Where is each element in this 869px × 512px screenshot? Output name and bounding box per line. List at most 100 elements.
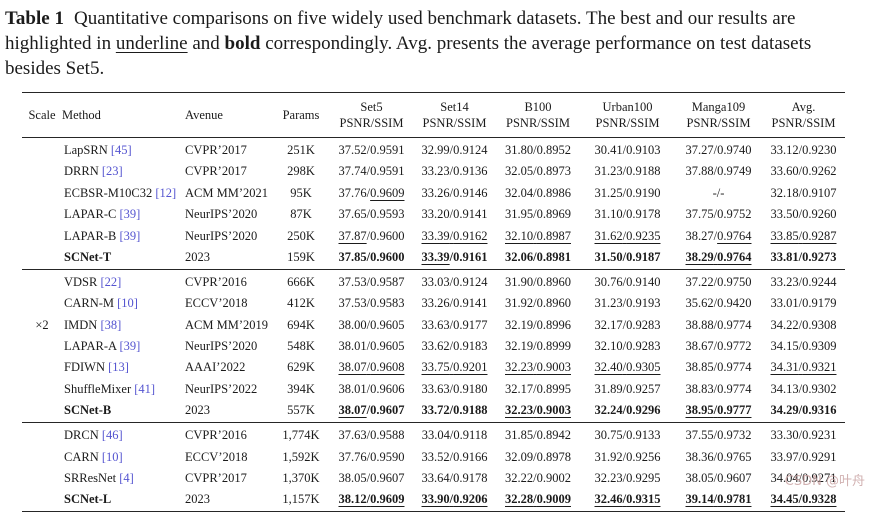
- citation-link[interactable]: [41]: [134, 381, 156, 396]
- citation-link[interactable]: [22]: [100, 274, 122, 289]
- method-cell: SCNet-L: [62, 489, 185, 512]
- scale-cell: [22, 247, 62, 270]
- params-cell: 1,774K: [282, 428, 320, 443]
- scale-cell: [22, 138, 62, 162]
- psnr-value: 31.62: [594, 228, 623, 243]
- psnr-ssim-cell: 33.23/0.9136: [421, 164, 488, 179]
- psnr-ssim-cell: 33.39/0.9162: [421, 228, 488, 243]
- psnr-value: 33.85: [770, 228, 799, 243]
- scale-cell: [22, 293, 62, 314]
- citation-link[interactable]: [39]: [119, 339, 141, 353]
- ssim-value: 0.9750: [717, 274, 752, 289]
- psnr-ssim-cell: 32.24/0.9296: [594, 403, 661, 418]
- psnr-ssim-cell: 32.99/0.9124: [421, 143, 488, 157]
- avenue-cell: NeurIPS’2022: [185, 381, 258, 396]
- table-row: LapSRN [45] CVPR’2017 251K 37.52/0.9591 32.9…: [22, 138, 845, 162]
- ssim-value: 0.9003: [536, 360, 571, 375]
- method-cell: CARN-M [10]: [62, 293, 185, 314]
- ssim-value: 0.8996: [536, 317, 571, 332]
- citation-link[interactable]: [38]: [100, 317, 122, 332]
- scale-cell: [22, 446, 62, 467]
- psnr-ssim-cell: 37.52/0.9591: [338, 143, 405, 157]
- params-cell: 666K: [287, 274, 315, 289]
- citation-link[interactable]: [45]: [110, 143, 132, 157]
- table-row: LAPAR-B [39] NeurIPS’2020 250K 37.87/0.9600…: [22, 225, 845, 246]
- scale-cell: [22, 423, 62, 447]
- avenue-cell: ACM MM’2021: [185, 185, 268, 200]
- psnr-ssim-cell: 33.62/0.9183: [421, 339, 488, 353]
- params-cell: 1,157K: [282, 492, 320, 507]
- params-cell: 250K: [287, 228, 315, 243]
- ssim-value: 0.9183: [453, 339, 488, 353]
- method-cell: LAPAR-B [39]: [62, 225, 185, 246]
- method-cell: LAPAR-C [39]: [62, 204, 185, 225]
- psnr-ssim-cell: 38.07/0.9608: [338, 360, 405, 375]
- ssim-value: 0.9608: [370, 360, 405, 375]
- table-row: LAPAR-A [39] NeurIPS’2020 548K 38.01/0.9605…: [22, 336, 845, 357]
- psnr-ssim-cell: 33.60/0.9262: [770, 164, 837, 179]
- table-row: SCNet-B 2023 557K 38.07/0.9607 33.72/0.9188 3…: [22, 400, 845, 423]
- avenue-cell: NeurIPS’2020: [185, 228, 258, 243]
- psnr-ssim-cell: 33.63/0.9180: [421, 381, 488, 396]
- citation-link[interactable]: [13]: [108, 360, 129, 375]
- psnr-ssim-cell: 33.03/0.9124: [421, 274, 488, 289]
- ssim-value: 0.9256: [626, 449, 661, 464]
- ssim-value: 0.8987: [536, 228, 571, 243]
- ssim-value: 0.9781: [717, 492, 752, 507]
- table-header: Scale Method Avenue Params Set5 PSNR/SSIM…: [22, 92, 845, 138]
- psnr-value: 33.75: [421, 360, 450, 375]
- psnr-ssim-cell: 32.19/0.8996: [505, 317, 571, 332]
- table-row: FDIWN [13] AAAI’2022 629K 38.07/0.9608 33.75…: [22, 357, 845, 378]
- psnr-value: 33.81: [770, 249, 799, 264]
- ssim-value: 0.8978: [536, 449, 571, 464]
- citation-link[interactable]: [10]: [117, 296, 138, 311]
- table-row: SCNet-L 2023 1,157K 38.12/0.9609 33.90/0.920…: [22, 489, 845, 512]
- avenue-cell: NeurIPS’2020: [185, 339, 258, 353]
- col-header-manga109: Manga109 PSNR/SSIM: [686, 100, 751, 130]
- avenue-cell: 2023: [185, 492, 210, 507]
- psnr-value: 32.23: [505, 403, 534, 418]
- citation-link[interactable]: [39]: [119, 207, 141, 222]
- psnr-value: 31.25: [594, 185, 623, 200]
- params-cell: 159K: [287, 249, 315, 264]
- psnr-value: 33.62: [421, 339, 450, 353]
- citation-link[interactable]: [12]: [155, 185, 177, 200]
- ssim-value: 0.9774: [717, 360, 752, 375]
- params-cell: 412K: [287, 296, 315, 311]
- psnr-ssim-cell: -/-: [712, 185, 725, 200]
- method-cell: LAPAR-A [39]: [62, 336, 185, 357]
- psnr-value: 32.06: [505, 249, 534, 264]
- caption-bold-word: bold: [224, 33, 261, 54]
- ssim-value: 0.9740: [717, 143, 752, 157]
- psnr-value: 38.00: [338, 317, 367, 332]
- citation-link[interactable]: [23]: [101, 164, 123, 179]
- psnr-ssim-cell: 31.25/0.9190: [594, 185, 661, 200]
- psnr-ssim-cell: 33.12/0.9230: [770, 143, 837, 157]
- method-name: IMDN: [64, 317, 98, 332]
- psnr-value: 31.89: [594, 381, 623, 396]
- col-header-params: Params: [282, 107, 320, 122]
- ssim-value: 0.9140: [626, 274, 661, 289]
- table-row: ShuffleMixer [41] NeurIPS’2022 394K 38.01/0…: [22, 379, 845, 400]
- ssim-value: 0.9136: [453, 164, 488, 179]
- ssim-value: 0.9141: [453, 207, 488, 222]
- psnr-value: 32.23: [505, 360, 534, 375]
- citation-link[interactable]: [46]: [101, 428, 123, 443]
- ssim-value: 0.8981: [536, 249, 571, 264]
- citation-link[interactable]: [10]: [101, 449, 123, 464]
- psnr-value: 32.10: [505, 228, 534, 243]
- psnr-ssim-cell: 31.23/0.9193: [594, 296, 661, 311]
- ssim-value: 0.9146: [453, 185, 488, 200]
- table-row: DRCN [46] CVPR’2016 1,774K 37.63/0.9588 33.0…: [22, 423, 845, 447]
- psnr-value: 32.46: [594, 492, 623, 507]
- citation-link[interactable]: [4]: [119, 470, 134, 485]
- psnr-ssim-cell: 33.30/0.9231: [770, 428, 837, 443]
- psnr-value: 38.67: [685, 339, 714, 353]
- ssim-value: -: [720, 185, 725, 200]
- citation-link[interactable]: [39]: [119, 228, 141, 243]
- ssim-value: 0.8969: [536, 207, 571, 222]
- psnr-value: 38.07: [338, 403, 367, 418]
- psnr-ssim-cell: 32.09/0.8978: [505, 449, 571, 464]
- psnr-value: 38.29: [685, 249, 714, 264]
- table-row: CARN-M [10] ECCV’2018 412K 37.53/0.9583 33.2…: [22, 293, 845, 314]
